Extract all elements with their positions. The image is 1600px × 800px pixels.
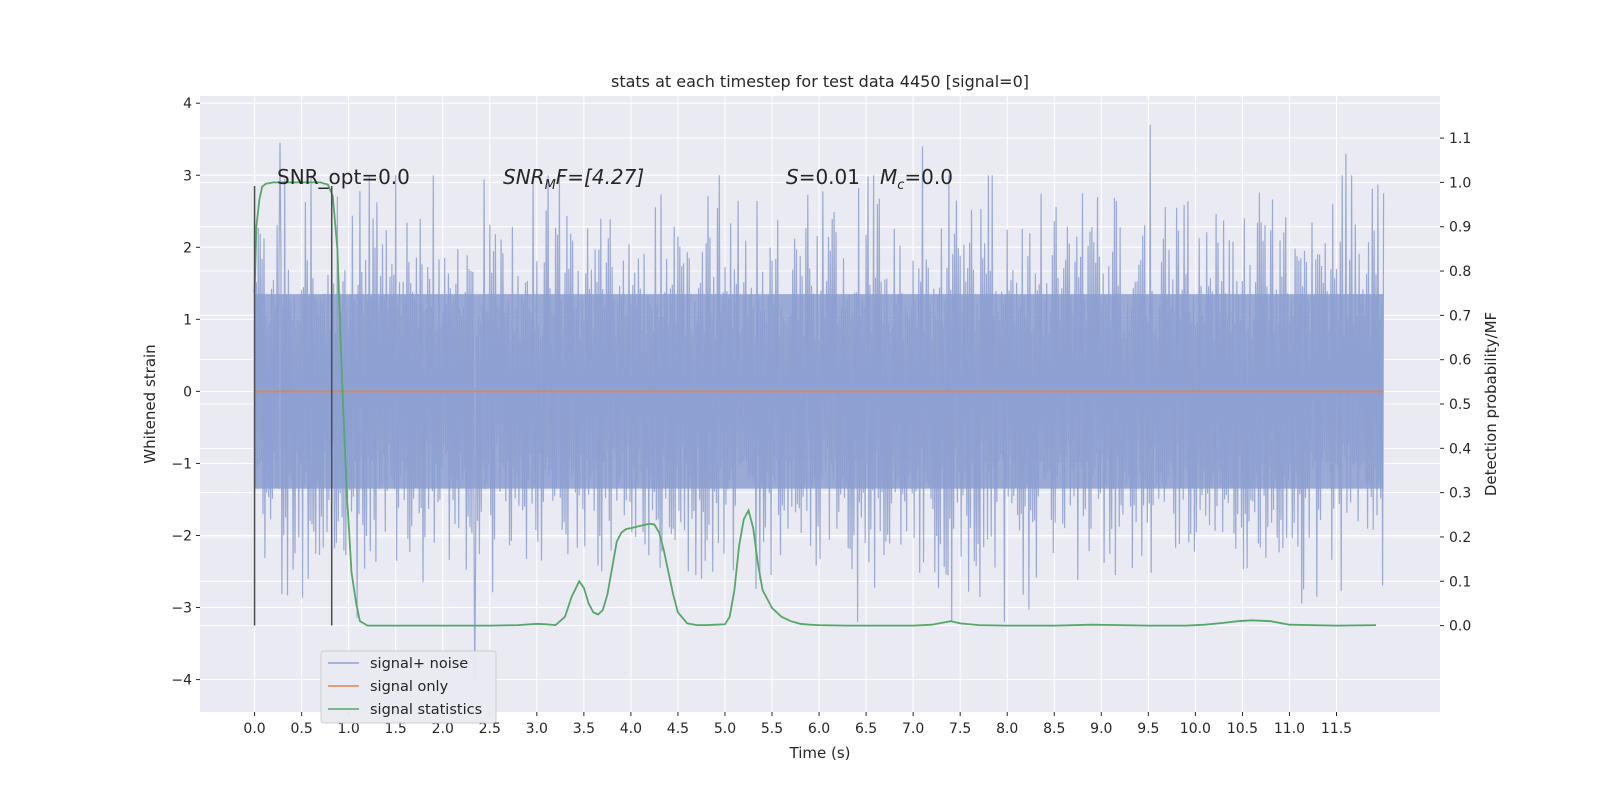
y-left-tick-label-0: 4 [183, 96, 192, 112]
y-right-tick-label-3: 0.8 [1449, 264, 1471, 280]
x-tick-label-15: 7.5 [949, 721, 971, 737]
y-left-tick-label-5: −1 [171, 456, 192, 472]
vertical-markers [253, 186, 333, 626]
legend-box [320, 650, 497, 724]
x-tick-label-9: 4.5 [667, 721, 689, 737]
y-left-tick-label-1: 3 [183, 168, 192, 184]
x-tick-label-4: 2.0 [432, 721, 454, 737]
annotation-snr-opt: SNR_opt=0.0 [277, 165, 410, 189]
y-right-tick-label-10: 0.1 [1449, 574, 1471, 590]
x-tick-label-2: 1.0 [338, 721, 360, 737]
legend-label-signal-noise: signal+ noise [370, 656, 468, 672]
y-left-tick-labels: 4 3 2 1 0 −1 −2 −3 −4 [171, 96, 200, 689]
y-right-tick-label-1: 1.0 [1449, 175, 1471, 191]
x-tick-label-1: 0.5 [290, 721, 312, 737]
x-tick-label-0: 0.0 [243, 721, 265, 737]
legend-label-signal-statistics: signal statistics [370, 702, 482, 718]
y-right-tick-label-2: 0.9 [1449, 220, 1471, 236]
x-tick-label-3: 1.5 [385, 721, 407, 737]
y-left-tick-label-2: 2 [183, 240, 192, 256]
y-left-tick-label-4: 0 [183, 384, 192, 400]
x-tick-label-8: 4.0 [620, 721, 642, 737]
x-tick-label-10: 5.0 [714, 721, 736, 737]
x-tick-label-13: 6.5 [855, 721, 877, 737]
y-right-tick-label-4: 0.7 [1449, 308, 1471, 324]
x-axis-label: Time (s) [789, 744, 851, 762]
annotation-s: S=0.01 [786, 165, 860, 189]
legend: signal+ noise signal only signal statist… [320, 650, 497, 724]
x-tick-label-5: 2.5 [479, 721, 501, 737]
y-axis-label-left: Whitened strain [141, 344, 159, 463]
series-lines [253, 181, 1384, 627]
y-right-tick-label-9: 0.2 [1449, 530, 1471, 546]
chart-title: stats at each timestep for test data 445… [611, 72, 1029, 91]
x-tick-label-16: 8.0 [996, 721, 1018, 737]
x-tick-label-19: 9.5 [1137, 721, 1159, 737]
x-tick-label-11: 5.5 [761, 721, 783, 737]
x-tick-label-14: 7.0 [902, 721, 924, 737]
y-right-tick-label-8: 0.3 [1449, 486, 1471, 502]
x-tick-label-6: 3.0 [526, 721, 548, 737]
y-left-tick-label-3: 1 [183, 312, 192, 328]
x-tick-labels: 0.0 0.5 1.0 1.5 2.0 2.5 3.0 3.5 4.0 4.5 5.0 5.5 6.0 6… [243, 712, 1352, 737]
y-right-tick-label-11: 0.0 [1449, 619, 1471, 635]
y-left-tick-label-8: −4 [171, 673, 192, 689]
annotation-mc: Mc=0.0 [880, 165, 953, 193]
x-tick-label-17: 8.5 [1043, 721, 1065, 737]
y-right-tick-label-5: 0.6 [1449, 353, 1471, 369]
signal-statistics-line [253, 181, 1377, 627]
x-tick-label-23: 11.5 [1321, 721, 1352, 737]
y-right-tick-label-6: 0.5 [1449, 397, 1471, 413]
legend-label-signal-only: signal only [370, 679, 449, 695]
x-tick-label-12: 6.0 [808, 721, 830, 737]
y-right-tick-labels: 1.1 1.0 0.9 0.8 0.7 0.6 0.5 0.4 0.3 0.2 0.1 0.0 [1440, 131, 1471, 635]
y-right-tick-label-0: 1.1 [1449, 131, 1471, 147]
x-tick-label-22: 11.0 [1274, 721, 1305, 737]
y-left-tick-label-6: −2 [171, 528, 192, 544]
x-tick-label-7: 3.5 [573, 721, 595, 737]
y-left-tick-label-7: −3 [171, 601, 192, 617]
y-right-tick-label-7: 0.4 [1449, 441, 1471, 457]
x-tick-label-21: 10.5 [1227, 721, 1258, 737]
x-tick-label-18: 9.0 [1090, 721, 1112, 737]
annotation-snr-mf: SNRMF=[4.27] [503, 165, 644, 193]
x-tick-label-20: 10.0 [1180, 721, 1211, 737]
y-axis-label-right: Detection probability/MF [1482, 312, 1500, 496]
